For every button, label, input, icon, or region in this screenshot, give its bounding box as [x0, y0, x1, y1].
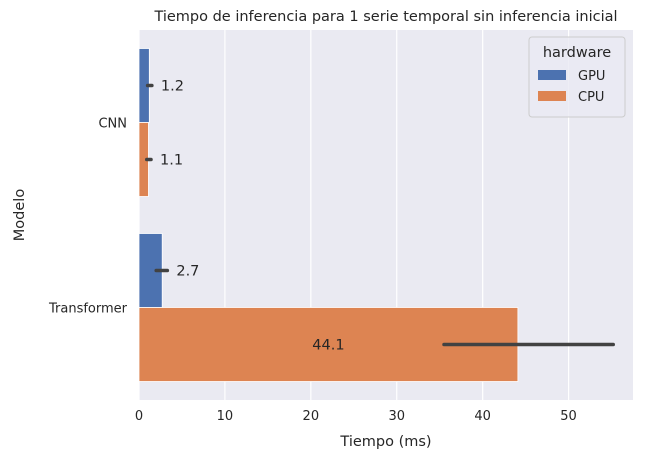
legend-swatch-cpu	[538, 91, 566, 101]
legend-title: hardware	[543, 45, 611, 61]
y-tick-label: Transformer	[48, 302, 128, 317]
data-labels: 1.2 1.1 2.7 44.1	[160, 79, 345, 354]
legend-label-gpu: GPU	[578, 69, 605, 84]
legend-label-cpu: CPU	[578, 90, 604, 105]
x-tick-label: 0	[135, 409, 143, 424]
data-label: 44.1	[312, 338, 344, 354]
data-label: 1.1	[160, 153, 183, 169]
data-label: 2.7	[176, 264, 199, 280]
x-tick-label: 40	[474, 409, 491, 424]
x-tick-label: 20	[303, 409, 320, 424]
error-bars	[144, 83, 615, 347]
chart-title: Tiempo de inferencia para 1 serie tempor…	[153, 9, 617, 25]
y-axis-label: Modelo	[12, 189, 28, 242]
y-axis-ticks: CNN Transformer	[48, 117, 128, 317]
x-tick-label: 50	[560, 409, 577, 424]
x-axis-label: Tiempo (ms)	[339, 434, 431, 450]
y-tick-label: CNN	[98, 117, 127, 132]
legend: hardware GPU CPU	[528, 36, 626, 118]
data-label: 1.2	[161, 79, 184, 95]
x-axis-ticks: 0 10 20 30 40 50	[135, 409, 577, 424]
x-tick-label: 30	[388, 409, 405, 424]
x-tick-label: 10	[217, 409, 234, 424]
bars	[138, 48, 519, 382]
legend-swatch-gpu	[538, 70, 566, 80]
